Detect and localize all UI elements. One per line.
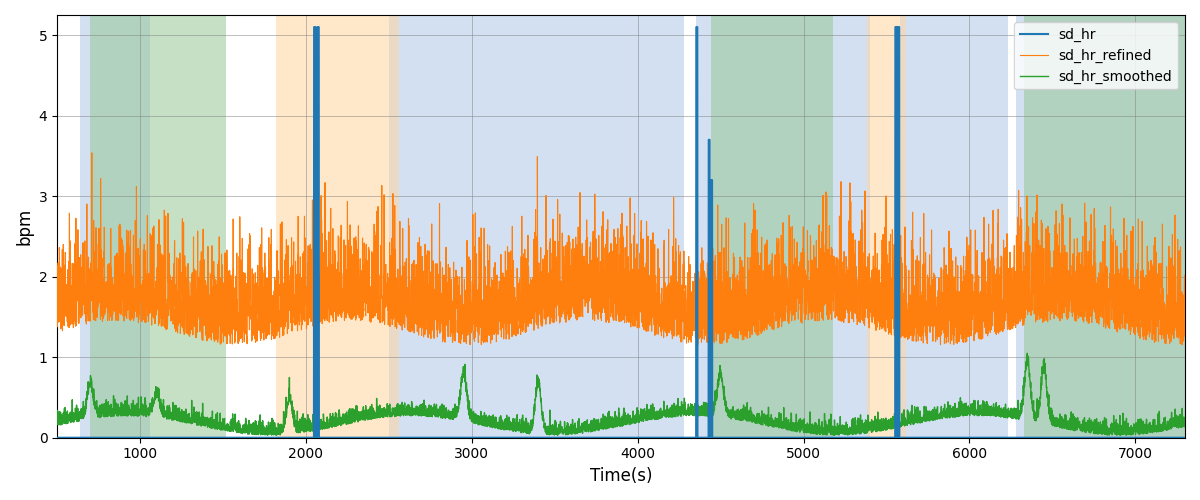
Bar — [710, 15, 833, 438]
sd_hr_smoothed — [617, 417, 631, 423]
sd_hr — [1142, 434, 1157, 440]
Line: sd_hr: sd_hr — [58, 27, 1184, 438]
sd_hr_refined — [1177, 288, 1192, 294]
Bar — [276, 15, 398, 438]
Bar — [866, 15, 906, 438]
sd_hr — [282, 434, 296, 440]
Bar — [90, 15, 227, 438]
Line: sd_hr_refined: sd_hr_refined — [58, 153, 1184, 344]
X-axis label: Time(s): Time(s) — [590, 467, 653, 485]
sd_hr — [1177, 434, 1192, 440]
Bar — [389, 15, 684, 438]
sd_hr — [738, 434, 752, 440]
sd_hr_smoothed — [551, 432, 565, 438]
Line: sd_hr_smoothed: sd_hr_smoothed — [58, 354, 1184, 435]
sd_hr — [182, 434, 197, 440]
sd_hr_refined — [1142, 275, 1157, 281]
sd_hr — [50, 434, 65, 440]
sd_hr_refined — [617, 286, 631, 292]
sd_hr_refined — [942, 316, 956, 322]
sd_hr_smoothed — [1142, 420, 1157, 426]
sd_hr_refined — [1175, 342, 1189, 347]
sd_hr_smoothed — [738, 414, 752, 420]
sd_hr_refined — [50, 308, 65, 314]
sd_hr — [307, 24, 322, 30]
Legend: sd_hr, sd_hr_refined, sd_hr_smoothed: sd_hr, sd_hr_refined, sd_hr_smoothed — [1014, 22, 1178, 90]
sd_hr — [942, 434, 956, 440]
sd_hr_smoothed — [182, 419, 197, 425]
sd_hr — [617, 434, 631, 440]
Bar — [80, 15, 150, 438]
sd_hr_smoothed — [50, 416, 65, 422]
Bar — [900, 15, 1008, 438]
Y-axis label: bpm: bpm — [16, 208, 34, 245]
sd_hr_smoothed — [1020, 350, 1034, 356]
Bar — [1024, 15, 1186, 438]
sd_hr_smoothed — [282, 396, 296, 402]
sd_hr_refined — [85, 150, 100, 156]
sd_hr_refined — [283, 300, 298, 306]
sd_hr_smoothed — [942, 415, 956, 421]
Bar — [696, 15, 870, 438]
sd_hr_refined — [738, 319, 752, 325]
sd_hr_refined — [182, 293, 197, 299]
sd_hr_smoothed — [1177, 422, 1192, 428]
Bar — [1016, 15, 1184, 438]
